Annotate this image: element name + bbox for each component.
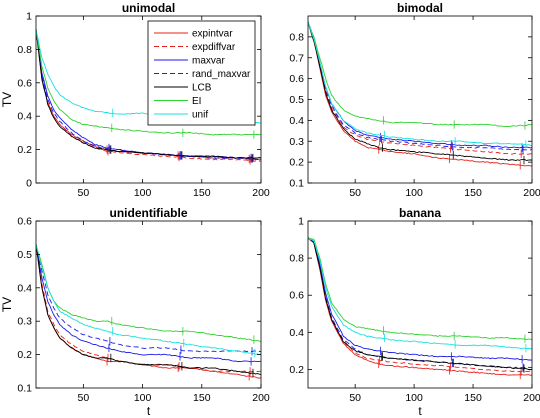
x-tick-label: 50 <box>349 392 361 404</box>
series-line-unif <box>308 21 532 146</box>
x-tick-label: 50 <box>349 187 361 199</box>
y-tick-label: 0.6 <box>289 73 304 85</box>
y-tick-label: 0.7 <box>289 52 304 64</box>
x-tick-label: 150 <box>464 187 482 199</box>
y-axis-label: TV <box>0 297 14 312</box>
series-line-expdiffvar <box>308 21 532 155</box>
x-tick-label: 150 <box>193 187 211 199</box>
panel-2: bimodal 50 100 150 200 0.1 0.2 0.3 0.4 0.5 0.6 0.7 0… <box>289 1 540 199</box>
series-line-LCB <box>36 29 261 159</box>
axes-frame <box>307 220 533 389</box>
series-line-LCB <box>308 21 532 161</box>
x-tick-label: 100 <box>134 187 152 199</box>
series-line-expdiffvar <box>36 243 261 373</box>
y-tick-label: 0.5 <box>289 94 304 106</box>
x-tick-label: 100 <box>405 187 423 199</box>
legend-label-EI: EI <box>192 96 201 107</box>
series-line-expintvar <box>308 237 532 376</box>
series-line-EI <box>36 29 261 136</box>
y-tick-label: 0.6 <box>17 216 32 228</box>
legend-label-unif: unif <box>192 110 208 121</box>
series-line-rand-maxvar <box>36 28 261 161</box>
y-tick-label: 0.4 <box>289 327 304 339</box>
legend-label-LCB: LCB <box>192 83 212 94</box>
legend: expintvar expdiffvar maxvar rand_maxvar LCB E… <box>147 20 256 126</box>
y-tick-label: 0.2 <box>17 144 32 156</box>
y-tick-label: 0.6 <box>17 77 32 89</box>
legend-label-expintvar: expintvar <box>192 29 233 40</box>
x-tick-label: 50 <box>78 392 90 404</box>
legend-label-expdiffvar: expdiffvar <box>192 42 236 53</box>
x-tick-label: 100 <box>134 392 152 404</box>
series-line-expdiffvar <box>308 237 532 373</box>
y-tick-label: 0.5 <box>17 249 32 261</box>
series-group <box>308 21 532 170</box>
panel-1: unimodal 50 100 150 200 0 0.2 0.4 0.6 0.8 1 TV <box>0 1 270 199</box>
x-tick-label: 200 <box>523 187 540 199</box>
panel-title: bimodal <box>397 1 443 15</box>
panel-title: unimodal <box>122 1 175 15</box>
y-tick-label: 0.1 <box>17 383 32 395</box>
legend-label-maxvar: maxvar <box>192 56 225 67</box>
series-line-rand-maxvar <box>36 244 261 353</box>
x-tick-label: 150 <box>193 392 211 404</box>
x-tick-label: 100 <box>405 392 423 404</box>
y-axis-label: TV <box>0 92 14 107</box>
y-tick-label: 0.6 <box>289 290 304 302</box>
series-line-maxvar <box>308 237 532 361</box>
y-tick-label: 1 <box>298 216 304 228</box>
x-tick-label: 200 <box>252 392 270 404</box>
series-line-EI <box>308 237 532 341</box>
series-line-unif <box>308 236 532 350</box>
y-tick-label: 0.1 <box>289 178 304 190</box>
y-tick-label: 0.8 <box>289 253 304 265</box>
y-tick-label: 1 <box>26 11 32 23</box>
series-line-maxvar <box>308 21 532 149</box>
y-tick-label: 0.2 <box>289 364 304 376</box>
x-tick-label: 200 <box>252 187 270 199</box>
series-line-rand-maxvar <box>308 237 532 369</box>
series-line-expintvar <box>308 21 532 167</box>
panel-3: unidentifiable 50 100 150 200 0.1 0.2 0.3 0.4 0.5… <box>0 206 270 418</box>
y-tick-label: 0.4 <box>17 282 32 294</box>
series-line-LCB <box>308 237 532 371</box>
series-line-EI <box>308 22 532 128</box>
y-tick-label: 0.3 <box>289 136 304 148</box>
axes-frame <box>307 15 533 184</box>
x-axis-label: t <box>418 404 422 418</box>
x-tick-label: 200 <box>523 392 540 404</box>
series-line-maxvar <box>36 244 261 363</box>
panel-title: unidentifiable <box>110 206 188 220</box>
series-line-LCB <box>36 244 261 376</box>
panel-4: banana 50 100 150 200 0.2 0.4 0.6 0.8 1 t <box>289 206 540 418</box>
y-tick-label: 0.8 <box>17 44 32 56</box>
y-tick-label: 0.4 <box>289 115 304 127</box>
legend-label-rand-maxvar: rand_maxvar <box>192 69 251 80</box>
y-tick-label: 0.4 <box>17 111 32 123</box>
series-line-expintvar <box>36 244 261 379</box>
y-tick-label: 0 <box>26 178 32 190</box>
series-group <box>36 243 261 381</box>
series-line-unif <box>36 244 261 356</box>
series-line-EI <box>36 243 261 342</box>
y-tick-label: 0.2 <box>17 349 32 361</box>
series-group <box>36 28 261 165</box>
y-tick-label: 0.3 <box>17 316 32 328</box>
y-tick-label: 0.2 <box>289 157 304 169</box>
x-tick-label: 50 <box>78 187 90 199</box>
series-group <box>308 236 532 380</box>
x-tick-label: 150 <box>464 392 482 404</box>
x-axis-label: t <box>147 404 151 418</box>
series-line-expdiffvar <box>36 29 261 162</box>
y-tick-label: 0.8 <box>289 31 304 43</box>
series-line-rand-maxvar <box>308 21 532 151</box>
axes-frame <box>35 220 262 389</box>
axes-frame <box>35 15 262 184</box>
panel-title: banana <box>399 206 441 220</box>
